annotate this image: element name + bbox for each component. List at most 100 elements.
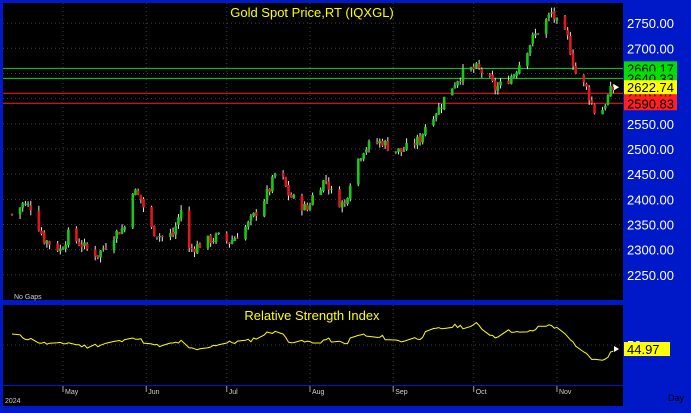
last-price-marker: [614, 84, 619, 91]
candle-down: [375, 142, 379, 144]
candle-up: [534, 33, 537, 36]
candle-up: [214, 234, 218, 242]
candle-up: [61, 248, 65, 250]
month-label: Jun: [148, 389, 159, 396]
candle-down: [582, 74, 586, 83]
candle-up: [292, 195, 296, 198]
rsi-last-value-label: 44.97: [627, 342, 660, 357]
candle-up: [195, 244, 199, 254]
candle-down: [236, 237, 239, 239]
candle-down: [477, 63, 481, 69]
candle-down: [566, 30, 569, 36]
month-label: Oct: [476, 389, 487, 396]
candle-up: [416, 136, 419, 146]
candle-down: [80, 244, 84, 248]
candle-up: [271, 176, 274, 192]
last-price-badge: [624, 80, 677, 95]
candle-up: [499, 81, 502, 86]
candle-up: [346, 197, 349, 205]
candle-down: [56, 243, 59, 251]
candle-down: [118, 232, 121, 235]
candle-down: [75, 228, 78, 242]
candle-up: [101, 248, 105, 250]
candle-down: [585, 83, 588, 87]
candle-down: [386, 140, 390, 151]
candle-down: [198, 244, 202, 248]
candle-down: [289, 194, 293, 198]
candle-up: [249, 216, 253, 221]
candle-up: [442, 96, 446, 110]
candle-down: [254, 212, 258, 216]
candle-down: [161, 236, 164, 238]
candle-up: [273, 173, 277, 177]
candle-up: [169, 233, 172, 237]
reference-level-label: 2590.83: [627, 96, 674, 111]
candle-down: [171, 231, 175, 236]
candle-up: [432, 119, 435, 126]
candle-up: [115, 230, 118, 239]
candle-down: [574, 65, 578, 74]
candle-down: [281, 172, 285, 177]
rsi-last-value-badge: [624, 342, 670, 357]
candle-up: [244, 226, 247, 240]
candle-up: [402, 150, 406, 152]
candle-down: [268, 188, 272, 192]
candle-down: [29, 205, 33, 211]
candle-up: [531, 34, 535, 44]
candle-down: [571, 53, 575, 66]
candle-up: [555, 17, 559, 21]
candle-down: [472, 66, 476, 70]
candle-up: [510, 76, 513, 84]
candle-up: [64, 244, 67, 249]
price-y-tick-label: 2550.00: [627, 117, 674, 132]
candle-up: [246, 221, 250, 227]
candle-up: [469, 67, 473, 70]
candle-up: [217, 232, 221, 235]
candle-down: [491, 74, 494, 82]
candle-down: [142, 198, 145, 208]
rsi-line: [11, 321, 614, 361]
price-y-tick-label: 2750.00: [627, 16, 674, 31]
candle-up: [424, 126, 427, 136]
candle-up: [322, 180, 325, 191]
candle-up: [450, 88, 454, 96]
candle-down: [569, 35, 572, 55]
candle-down: [187, 210, 191, 248]
candle-up: [265, 189, 269, 201]
candle-up: [311, 195, 314, 206]
price-pane[interactable]: [3, 3, 623, 300]
rsi-chart-title: Relative Strength Index: [244, 308, 380, 323]
candle-down: [507, 80, 510, 84]
candle-up: [609, 85, 612, 97]
candle-up: [67, 229, 70, 246]
candle-down: [193, 248, 196, 253]
month-label: May: [65, 389, 79, 396]
candle-down: [77, 242, 81, 246]
candle-up: [21, 203, 25, 208]
candle-up: [158, 235, 161, 238]
candle-up: [528, 45, 532, 54]
candle-down: [381, 140, 384, 146]
reference-level-badge: [624, 96, 677, 111]
candle-up: [212, 240, 215, 242]
x-axis-strip: [3, 386, 623, 406]
candle-down: [287, 184, 290, 196]
candle-up: [308, 205, 312, 210]
candle-down: [343, 202, 347, 204]
candle-up: [518, 65, 521, 74]
candle-up: [397, 148, 400, 152]
candle-down: [152, 225, 156, 237]
candle-up: [252, 212, 255, 217]
candle-down: [338, 189, 341, 208]
candle-up: [174, 226, 178, 235]
candle-down: [136, 190, 140, 195]
candle-up: [456, 81, 459, 86]
candle-up: [83, 242, 86, 247]
candle-up: [603, 105, 607, 109]
candle-down: [536, 33, 540, 35]
candle-up: [303, 204, 306, 211]
candle-up: [453, 85, 457, 89]
x-axis: May Jun Jul Aug Sep Oct Nov: [62, 386, 572, 396]
candle-up: [18, 207, 22, 215]
